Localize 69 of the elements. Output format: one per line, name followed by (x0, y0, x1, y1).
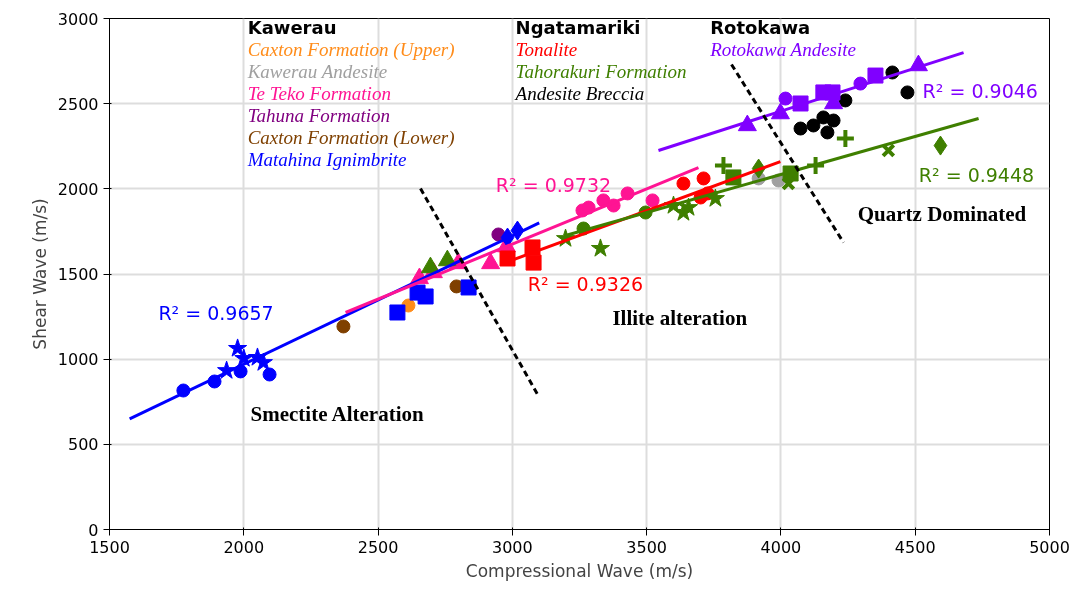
series-label: Rotokawa Andesite (709, 39, 856, 61)
annotation: Ngatamariki (515, 17, 641, 39)
y-tick-label: 0 (88, 520, 99, 540)
point (460, 279, 477, 296)
point (820, 125, 835, 140)
point (705, 188, 725, 207)
annotation: Illite alteration (612, 306, 748, 331)
y-tick-label: 2000 (57, 179, 99, 199)
point (824, 84, 841, 101)
series-label: R² = 0.9046 (922, 79, 1038, 102)
point (778, 91, 793, 106)
text: Tahorakuri Formation (515, 61, 687, 83)
point (228, 338, 248, 357)
point (867, 67, 884, 84)
text: Kawerau Andesite (246, 61, 388, 83)
x-tick-label: 2000 (223, 537, 265, 557)
text: Caxton Formation (Lower) (247, 127, 455, 150)
series-label: R² = 0.9326 (527, 272, 644, 295)
text: Te Teko Formation (247, 83, 391, 105)
annotation: Kawerau (247, 17, 337, 39)
y-tick-label: 2500 (57, 94, 99, 114)
y-tick-label: 500 (67, 435, 99, 455)
annotation: Smectite Alteration (250, 401, 425, 426)
point (409, 284, 426, 301)
text: Matahina Ignimbrite (246, 149, 407, 171)
x-tick-label: 1500 (89, 537, 130, 557)
text: Andesite Breccia (513, 83, 645, 105)
text: Tahuna Formation (247, 105, 391, 127)
x-tick-label: 4000 (760, 537, 802, 557)
x-tick-label: 5000 (1029, 537, 1070, 557)
point (712, 155, 734, 176)
point (792, 95, 809, 112)
point (881, 143, 896, 158)
point (793, 121, 808, 136)
text: Caxton Formation (Upper) (247, 39, 455, 62)
point (234, 348, 254, 367)
point (499, 250, 516, 267)
annotation: Rotokawa (710, 17, 811, 39)
point (676, 176, 691, 191)
point (816, 110, 831, 125)
point (900, 85, 915, 100)
point (645, 193, 660, 208)
annotation: Quartz Dominated (857, 201, 1027, 226)
text: Tonalite (515, 39, 578, 61)
point (389, 304, 406, 321)
series-label: R² = 0.9657 (158, 302, 274, 325)
point (834, 128, 856, 150)
series-label: R² = 0.9448 (918, 164, 1035, 187)
y-tick-label: 1500 (57, 265, 99, 284)
point (806, 118, 821, 133)
y-tick-label: 3000 (57, 9, 99, 29)
point (781, 176, 796, 191)
x-tick-label: 3000 (492, 537, 533, 557)
point (590, 238, 610, 257)
point (679, 197, 699, 216)
point (838, 93, 853, 108)
x-tick-label: 4500 (894, 537, 936, 557)
point (336, 319, 351, 334)
point (262, 367, 277, 382)
series-label: R² = 0.9732 (495, 173, 612, 196)
y-axis-title: Shear Wave (m/s) (29, 198, 50, 350)
y-tick-label: 1000 (57, 350, 99, 370)
x-axis-title: Compressional Wave (m/s) (465, 560, 694, 581)
point (525, 254, 542, 271)
x-tick-label: 2500 (357, 537, 399, 557)
x-tick-label: 3500 (626, 537, 667, 557)
point (696, 171, 711, 186)
point (933, 135, 948, 156)
point (805, 155, 827, 176)
